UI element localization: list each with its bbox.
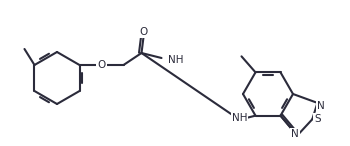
Text: NH: NH <box>168 55 183 65</box>
Text: N: N <box>316 101 324 111</box>
Text: S: S <box>314 114 321 124</box>
Text: O: O <box>97 60 106 70</box>
Text: O: O <box>139 27 148 37</box>
Text: N: N <box>291 129 299 139</box>
Text: NH: NH <box>232 113 247 123</box>
